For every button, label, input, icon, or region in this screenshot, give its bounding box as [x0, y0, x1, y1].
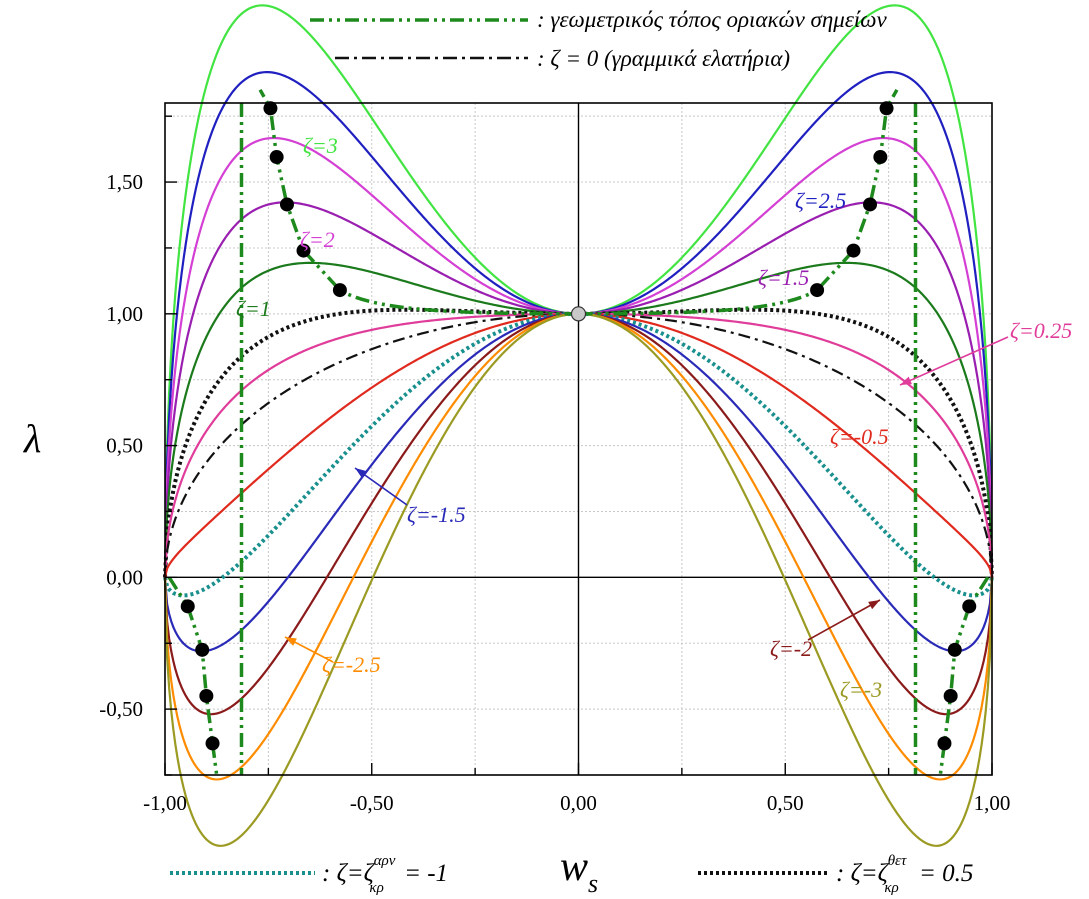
limit-point	[296, 243, 311, 258]
legend-neg-sup: αρν	[374, 853, 396, 869]
legend-pos-sub: κρ	[884, 880, 898, 896]
limit-points	[180, 101, 977, 751]
label-arrow	[899, 336, 1009, 386]
curve-label: ζ=3	[303, 133, 338, 158]
limit-point	[205, 736, 220, 751]
legend-label-zeta0: : ζ = 0 (γραμμικά ελατήρια)	[537, 46, 790, 71]
y-tick-label: 0,00	[106, 565, 143, 589]
legend-neg-prefix: : ζ=ζ	[322, 860, 376, 887]
limit-point	[180, 599, 195, 614]
curve-label: ζ=2	[300, 227, 335, 252]
limit-point	[810, 283, 825, 298]
curve-label: ζ=-2.5	[322, 652, 381, 677]
legend-label-locus: : γεωμετρικός τόπος οριακών σημείων	[537, 7, 888, 32]
legend-bottom: : ζ=ζαρν κρ = -1 : ζ=ζθετ κρ = 0.5	[170, 853, 973, 896]
limit-point	[846, 243, 861, 258]
limit-point	[263, 101, 278, 116]
y-axis-label: λ	[23, 416, 41, 461]
limit-point	[879, 101, 894, 116]
arrow-head	[868, 600, 880, 610]
limit-point	[863, 197, 878, 212]
series-line	[163, 312, 994, 578]
y-tick-label: 1,00	[106, 302, 143, 326]
legend-neg-sub: κρ	[369, 880, 383, 896]
x-axis-label-main: w	[560, 844, 588, 890]
legend-pos-prefix: : ζ=ζ	[836, 860, 890, 887]
locus-curve-upper	[578, 88, 899, 316]
limit-point	[943, 688, 958, 703]
limit-point	[199, 688, 214, 703]
curve-label: ζ=2.5	[795, 188, 846, 213]
tick-labels: -1,00 -0,50 0,00 0,50 1,00 -0,50 0,00 0,50 1,00 1…	[99, 170, 1010, 815]
arrow-head	[285, 637, 297, 646]
legend-top: : γεωμετρικός τόπος οριακών σημείων : ζ …	[310, 7, 888, 71]
curve-label: ζ=-3	[840, 677, 882, 702]
x-axis-label-sub: s	[588, 869, 598, 898]
y-tick-label: -0,50	[99, 697, 143, 721]
limit-point	[195, 642, 210, 657]
limit-point	[937, 736, 952, 751]
legend-label-zeta-cr-neg: : ζ=ζαρν κρ = -1	[322, 853, 448, 896]
grid	[164, 103, 993, 776]
limit-point	[962, 599, 977, 614]
curve-labels: ζ=3 ζ=2.5 ζ=2 ζ=1.5 ζ=1 ζ=0.25 ζ=-0.5 ζ=-1.5 ζ=-…	[236, 133, 1072, 702]
center-point	[570, 306, 587, 322]
curve-label: ζ=-1.5	[407, 502, 466, 527]
legend-label-zeta-cr-pos: : ζ=ζθετ κρ = 0.5	[836, 853, 973, 896]
limit-point	[947, 642, 962, 657]
ticks	[164, 115, 993, 776]
locus-curve-upper	[258, 88, 579, 316]
curve-label: ζ=-2	[770, 636, 812, 661]
curve-label: ζ=1.5	[758, 265, 809, 290]
curve-label: ζ=-0.5	[830, 424, 889, 449]
limit-point	[873, 150, 888, 165]
x-tick-label: -1,00	[143, 791, 187, 815]
x-tick-label: 0,50	[767, 791, 804, 815]
label-arrow	[807, 599, 881, 641]
legend-neg-suffix: = -1	[398, 860, 448, 887]
curve-label: ζ=1	[236, 296, 271, 321]
limit-point	[332, 283, 347, 298]
legend-pos-suffix: = 0.5	[913, 860, 974, 887]
x-tick-label: -0,50	[350, 791, 394, 815]
limit-point	[279, 197, 294, 212]
arrow-head	[355, 468, 367, 478]
x-axis-label: ws	[560, 844, 598, 898]
legend-pos-sup: θετ	[888, 853, 907, 869]
curve-label: ζ=0.25	[1010, 318, 1072, 343]
arrow-head	[900, 376, 912, 385]
y-tick-label: 0,50	[106, 434, 143, 458]
y-tick-label: 1,50	[106, 170, 143, 194]
x-tick-label: 1,00	[974, 791, 1011, 815]
x-tick-label: 0,00	[560, 791, 597, 815]
limit-point	[269, 150, 284, 165]
